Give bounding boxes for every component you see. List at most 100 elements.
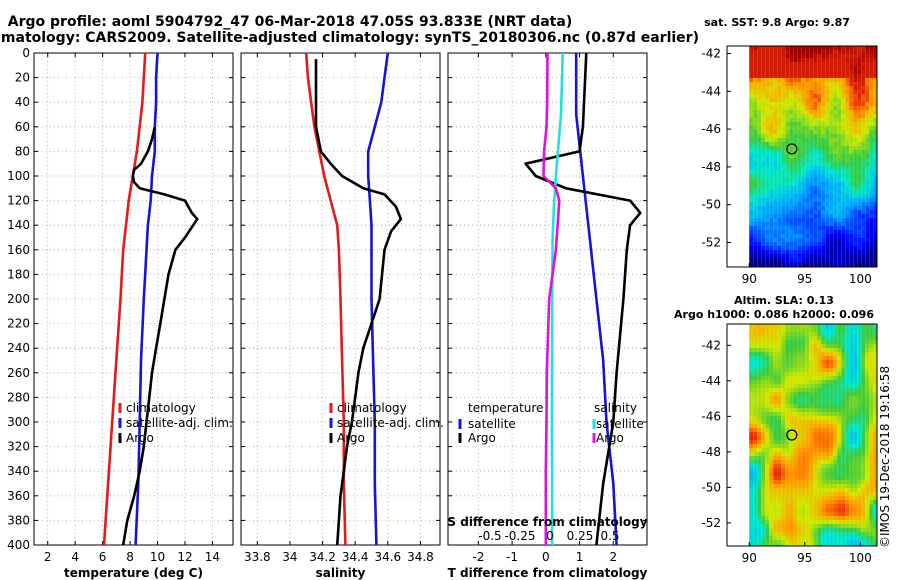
map-cell xyxy=(777,484,782,488)
map-cell xyxy=(757,528,762,532)
map-cell xyxy=(825,344,830,348)
map-cell xyxy=(769,150,774,154)
map-cell xyxy=(789,412,794,416)
map-cell xyxy=(829,230,834,234)
map-cell xyxy=(753,348,758,352)
map-cell xyxy=(785,238,790,242)
map-cell xyxy=(825,436,830,440)
map-cell xyxy=(777,476,782,480)
map-cell xyxy=(853,122,858,126)
map-cell xyxy=(765,86,770,90)
map-cell xyxy=(817,170,822,174)
y-tick-label: 160 xyxy=(7,243,30,257)
map-cell xyxy=(753,106,758,110)
map-cell xyxy=(857,122,862,126)
x-axis-label: T difference from climatology xyxy=(448,566,648,580)
map-cell xyxy=(841,420,846,424)
map-cell xyxy=(757,170,762,174)
map-cell xyxy=(769,154,774,158)
map-cell xyxy=(833,364,838,368)
map-cell xyxy=(809,74,814,78)
map-cell xyxy=(793,336,798,340)
map-cell xyxy=(797,328,802,332)
map-cell xyxy=(809,146,814,150)
map-cell xyxy=(753,222,758,226)
map-cell xyxy=(841,242,846,246)
map-cell xyxy=(817,392,822,396)
map-cell xyxy=(753,360,758,364)
map-cell xyxy=(749,500,754,504)
map-cell xyxy=(873,218,877,222)
map-cell xyxy=(777,130,782,134)
map-cell xyxy=(757,182,762,186)
map-cell xyxy=(841,468,846,472)
map-cell xyxy=(817,388,822,392)
map-cell xyxy=(769,448,774,452)
map-cell xyxy=(825,472,830,476)
map-cell xyxy=(857,142,862,146)
map-cell xyxy=(845,90,850,94)
map-cell xyxy=(789,74,794,78)
map-cell xyxy=(749,448,754,452)
map-cell xyxy=(773,448,778,452)
map-cell xyxy=(853,218,858,222)
map-cell xyxy=(817,396,822,400)
map-cell xyxy=(781,214,786,218)
map-cell xyxy=(833,416,838,420)
map-cell xyxy=(785,246,790,250)
map-cell xyxy=(853,524,858,528)
map-cell xyxy=(865,258,870,262)
map-cell xyxy=(801,468,806,472)
map-cell xyxy=(853,336,858,340)
map-cell xyxy=(833,126,838,130)
map-cell xyxy=(793,512,798,516)
map-cell xyxy=(821,198,826,202)
map-cell xyxy=(825,492,830,496)
map-cell xyxy=(841,504,846,508)
map-cell xyxy=(817,106,822,110)
map-cell xyxy=(753,158,758,162)
map-cell xyxy=(829,408,834,412)
map-cell xyxy=(817,238,822,242)
map-cell xyxy=(753,492,758,496)
map-cell xyxy=(805,544,810,546)
map-cell xyxy=(765,218,770,222)
map-cell xyxy=(769,412,774,416)
map-cell xyxy=(793,202,798,206)
map-cell xyxy=(821,488,826,492)
map-cell xyxy=(869,170,874,174)
map-cell xyxy=(785,98,790,102)
map-cell xyxy=(805,262,810,266)
y-tick-label: 20 xyxy=(15,71,30,85)
map-cell xyxy=(869,432,874,436)
map-cell xyxy=(873,520,877,524)
map-cell xyxy=(837,332,842,336)
map-cell xyxy=(825,336,830,340)
map-cell xyxy=(789,496,794,500)
map-cell xyxy=(785,532,790,536)
map-cell xyxy=(801,178,806,182)
map-cell xyxy=(801,46,806,50)
map-cell xyxy=(769,230,774,234)
map-cell xyxy=(813,508,818,512)
map-cell xyxy=(809,360,814,364)
map-cell xyxy=(797,472,802,476)
map-cell xyxy=(765,194,770,198)
map-cell xyxy=(757,500,762,504)
map-cell xyxy=(849,70,854,74)
map-cell xyxy=(869,82,874,86)
map-cell xyxy=(785,126,790,130)
map-cell xyxy=(841,436,846,440)
map-cell xyxy=(773,332,778,336)
map-cell xyxy=(873,126,877,130)
map-cell xyxy=(773,254,778,258)
map-cell xyxy=(769,90,774,94)
map-cell xyxy=(813,512,818,516)
map-cell xyxy=(857,50,862,54)
map-cell xyxy=(797,376,802,380)
map-cell xyxy=(853,182,858,186)
map-cell xyxy=(865,508,870,512)
map-cell xyxy=(821,396,826,400)
map-cell xyxy=(765,448,770,452)
map-cell xyxy=(785,130,790,134)
